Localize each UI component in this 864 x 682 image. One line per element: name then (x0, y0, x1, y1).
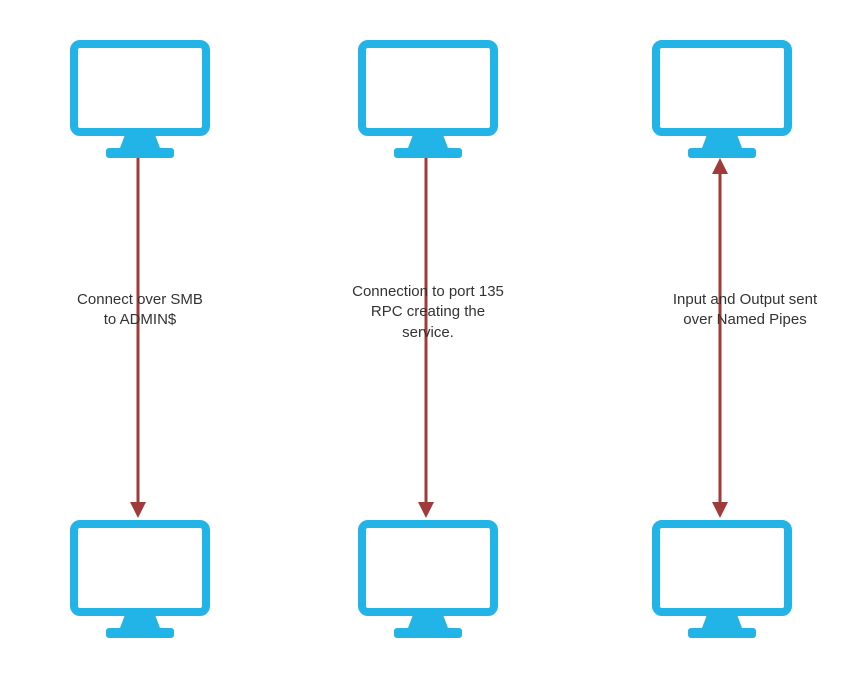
monitor-icon (358, 520, 498, 640)
label-line: to ADMIN$ (104, 311, 177, 328)
label-line: Connection to port 135 (352, 283, 504, 300)
monitor-icon (358, 40, 498, 160)
label-line: Input and Output sent (673, 291, 817, 308)
label-line: Connect over SMB (77, 291, 203, 308)
label-line: service. (402, 324, 454, 341)
label-line: RPC creating the (371, 303, 485, 320)
arrow-bidirectional-icon (712, 158, 728, 523)
monitor-icon (70, 40, 210, 160)
monitor-icon (652, 520, 792, 640)
connection-label: Connect over SMB to ADMIN$ (40, 290, 240, 331)
monitor-icon (70, 520, 210, 640)
monitor-icon (652, 40, 792, 160)
network-diagram: Connect over SMB to ADMIN$ Connection to… (0, 0, 864, 682)
label-line: over Named Pipes (683, 311, 806, 328)
connection-label: Connection to port 135 RPC creating the … (318, 282, 538, 343)
connection-label: Input and Output sent over Named Pipes (630, 290, 860, 331)
arrow-down-icon (130, 158, 146, 523)
